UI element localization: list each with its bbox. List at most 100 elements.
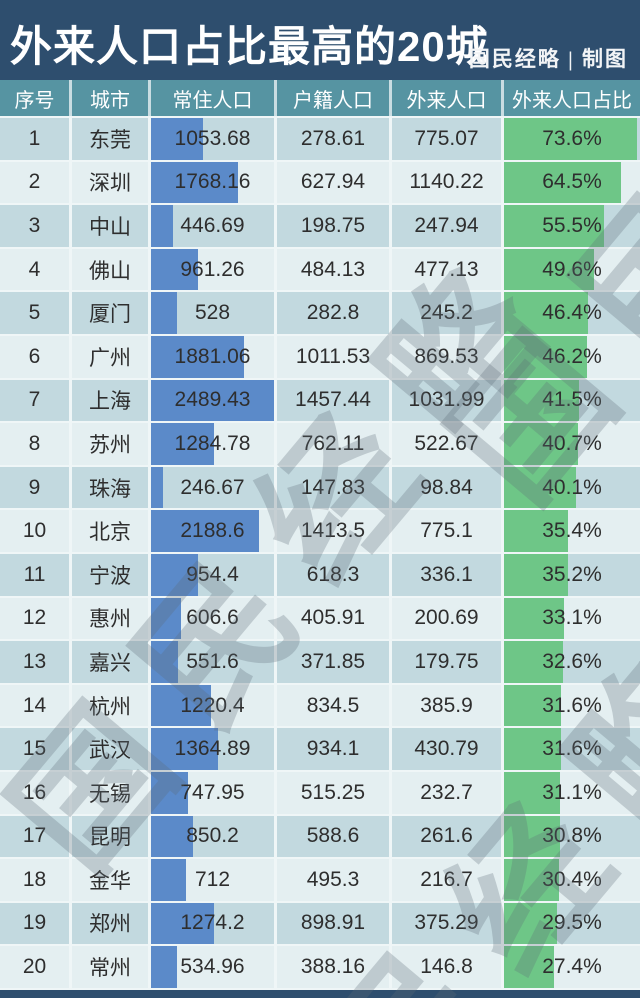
migrant-cell: 1031.99 bbox=[392, 379, 504, 422]
pct-value: 46.2% bbox=[542, 344, 602, 368]
table-row: 10 北京 2188.6 1413.5 775.1 35.4% bbox=[0, 510, 640, 554]
pct-cell: 73.6% bbox=[504, 118, 640, 160]
pct-cell: 46.4% bbox=[504, 292, 640, 334]
table-row: 18 金华 712 495.3 216.7 30.4% bbox=[0, 859, 640, 903]
resident-bar bbox=[151, 771, 188, 814]
pct-bar bbox=[504, 902, 558, 945]
registered-cell: 515.25 bbox=[277, 771, 392, 814]
pct-cell: 31.1% bbox=[504, 771, 640, 814]
resident-value: 712 bbox=[194, 867, 231, 891]
pct-bar bbox=[504, 423, 578, 465]
registered-cell: 834.5 bbox=[277, 684, 392, 727]
table-body: 1 东莞 1053.68 278.61 775.07 73.6% 2 深圳 1768.16 627… bbox=[0, 118, 640, 990]
resident-cell: 1274.2 bbox=[151, 902, 277, 945]
resident-cell: 961.26 bbox=[151, 248, 277, 291]
resident-value: 1881.06 bbox=[174, 344, 251, 368]
pct-bar bbox=[504, 118, 637, 160]
city-cell: 北京 bbox=[72, 510, 151, 552]
table-row: 15 武汉 1364.89 934.1 430.79 31.6% bbox=[0, 728, 640, 772]
column-header-city: 城市 bbox=[72, 80, 151, 116]
resident-value: 850.2 bbox=[186, 824, 239, 848]
city-cell: 金华 bbox=[72, 859, 151, 901]
resident-cell: 1364.89 bbox=[151, 728, 277, 770]
city-cell: 武汉 bbox=[72, 728, 151, 770]
rank-cell: 4 bbox=[0, 248, 72, 291]
credit-text: 国民经略 | 制图 bbox=[468, 47, 628, 71]
table-row: 14 杭州 1220.4 834.5 385.9 31.6% bbox=[0, 684, 640, 729]
pct-cell: 27.4% bbox=[504, 946, 640, 988]
pct-value: 33.1% bbox=[542, 606, 602, 630]
pct-bar bbox=[504, 641, 563, 683]
rank-cell: 8 bbox=[0, 423, 72, 465]
resident-bar bbox=[151, 466, 164, 509]
resident-bar bbox=[151, 118, 204, 160]
migrant-cell: 430.79 bbox=[392, 728, 504, 770]
resident-bar bbox=[151, 553, 199, 596]
column-header-migrant: 外来人口 bbox=[392, 80, 504, 116]
table-row: 1 东莞 1053.68 278.61 775.07 73.6% bbox=[0, 118, 640, 162]
pct-cell: 55.5% bbox=[504, 205, 640, 247]
migrant-cell: 336.1 bbox=[392, 553, 504, 596]
migrant-cell: 146.8 bbox=[392, 946, 504, 988]
resident-cell: 534.96 bbox=[151, 946, 277, 988]
pct-bar bbox=[504, 335, 588, 378]
city-cell: 苏州 bbox=[72, 423, 151, 465]
city-cell: 东莞 bbox=[72, 118, 151, 160]
pct-bar bbox=[504, 466, 577, 509]
resident-value: 1053.68 bbox=[174, 126, 251, 150]
resident-value: 1220.4 bbox=[180, 693, 245, 717]
table-row: 16 无锡 747.95 515.25 232.7 31.1% bbox=[0, 771, 640, 816]
registered-cell: 405.91 bbox=[277, 597, 392, 640]
city-cell: 厦门 bbox=[72, 292, 151, 334]
rank-cell: 20 bbox=[0, 946, 72, 988]
migrant-cell: 98.84 bbox=[392, 466, 504, 509]
rank-cell: 6 bbox=[0, 335, 72, 378]
migrant-cell: 245.2 bbox=[392, 292, 504, 334]
resident-value: 1364.89 bbox=[174, 737, 251, 761]
table-row: 3 中山 446.69 198.75 247.94 55.5% bbox=[0, 205, 640, 249]
column-header-rank: 序号 bbox=[0, 80, 72, 116]
resident-bar bbox=[151, 510, 260, 552]
pct-value: 31.1% bbox=[542, 780, 602, 804]
pct-cell: 30.4% bbox=[504, 859, 640, 901]
pct-value: 32.6% bbox=[542, 649, 602, 673]
migrant-cell: 775.07 bbox=[392, 118, 504, 160]
column-header-pct: 外来人口占比 bbox=[512, 89, 632, 112]
table-row: 7 上海 2489.43 1457.44 1031.99 41.5% bbox=[0, 379, 640, 424]
pct-value: 35.2% bbox=[542, 562, 602, 586]
resident-bar bbox=[151, 248, 199, 291]
resident-cell: 1881.06 bbox=[151, 335, 277, 378]
resident-value: 2188.6 bbox=[180, 519, 245, 543]
resident-cell: 528 bbox=[151, 292, 277, 334]
rank-cell: 18 bbox=[0, 859, 72, 901]
migrant-cell: 200.69 bbox=[392, 597, 504, 640]
city-cell: 郑州 bbox=[72, 902, 151, 945]
city-cell: 无锡 bbox=[72, 771, 151, 814]
resident-bar bbox=[151, 161, 239, 204]
resident-cell: 446.69 bbox=[151, 205, 277, 247]
resident-cell: 712 bbox=[151, 859, 277, 901]
bottom-strip bbox=[0, 990, 640, 998]
pct-cell: 33.1% bbox=[504, 597, 640, 640]
pct-cell: 64.5% bbox=[504, 161, 640, 204]
city-cell: 惠州 bbox=[72, 597, 151, 640]
pct-bar bbox=[504, 815, 560, 858]
resident-bar bbox=[151, 423, 215, 465]
page-title: 外来人口占比最高的20城 bbox=[10, 23, 489, 70]
pct-value: 35.4% bbox=[542, 519, 602, 543]
migrant-cell: 247.94 bbox=[392, 205, 504, 247]
registered-cell: 484.13 bbox=[277, 248, 392, 291]
registered-cell: 198.75 bbox=[277, 205, 392, 247]
pct-bar bbox=[504, 946, 554, 988]
pct-value: 27.4% bbox=[542, 955, 602, 979]
pct-value: 29.5% bbox=[542, 911, 602, 935]
resident-value: 2489.43 bbox=[174, 388, 251, 412]
rank-cell: 2 bbox=[0, 161, 72, 204]
registered-cell: 495.3 bbox=[277, 859, 392, 901]
table-row: 9 珠海 246.67 147.83 98.84 40.1% bbox=[0, 466, 640, 511]
resident-cell: 1284.78 bbox=[151, 423, 277, 465]
resident-cell: 2188.6 bbox=[151, 510, 277, 552]
pct-value: 40.1% bbox=[542, 475, 602, 499]
table-row: 11 宁波 954.4 618.3 336.1 35.2% bbox=[0, 553, 640, 598]
